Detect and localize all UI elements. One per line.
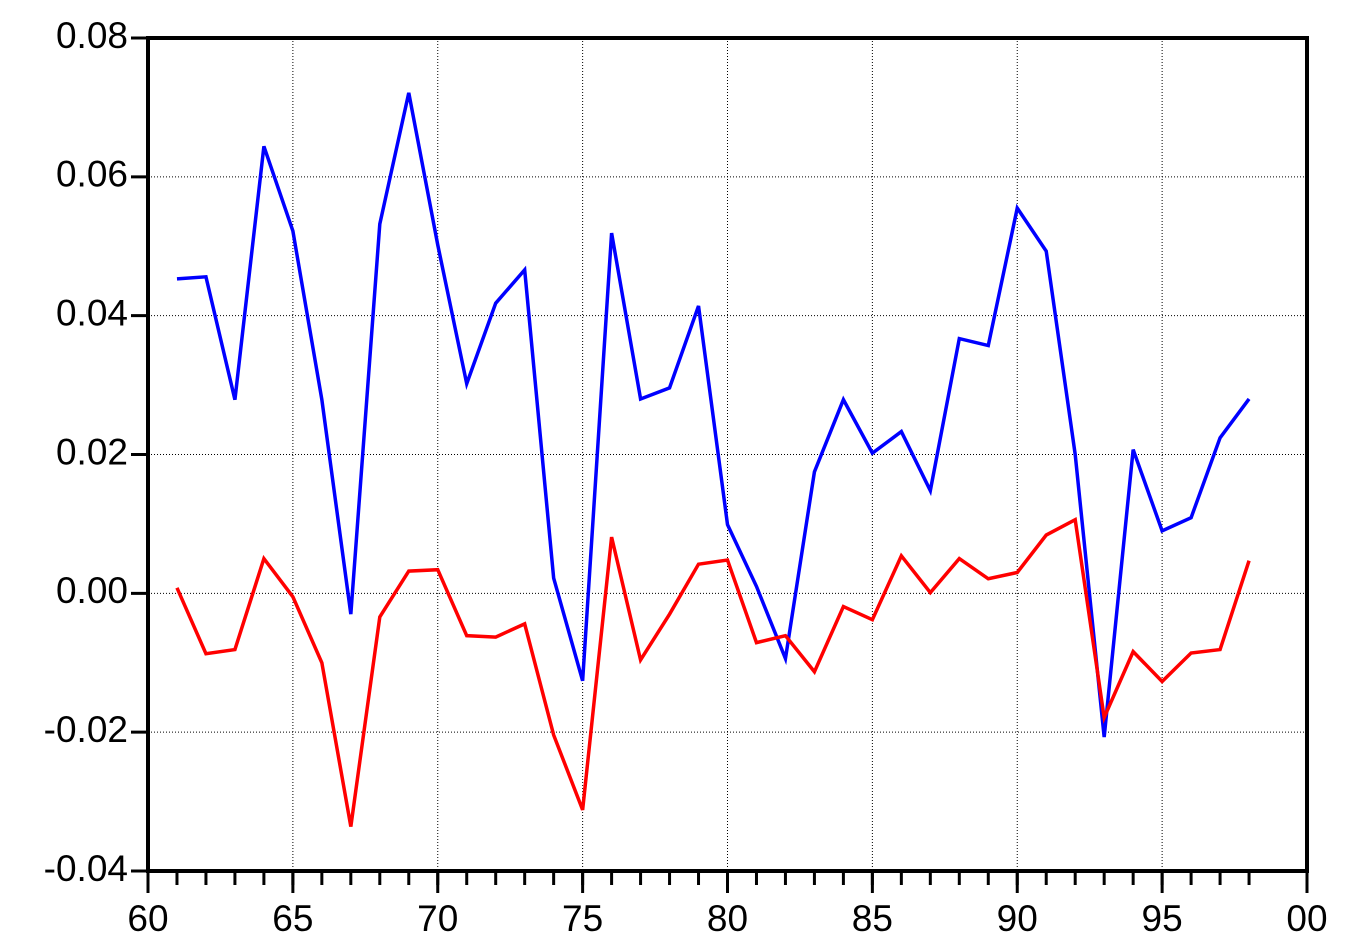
y-tick-label: 0.04: [56, 292, 128, 333]
x-tick-label: 75: [562, 898, 603, 939]
y-tick-label: 0.08: [56, 15, 128, 56]
x-tick-label: 65: [272, 898, 313, 939]
y-tick-label: 0.02: [56, 431, 128, 472]
x-tick-label: 80: [707, 898, 748, 939]
x-tick-label: 90: [997, 898, 1038, 939]
x-tick-label: 70: [417, 898, 458, 939]
y-tick-label: -0.04: [44, 848, 128, 889]
y-tick-label: -0.02: [44, 709, 128, 750]
data-line: [176, 92, 1251, 738]
x-tick-label: 85: [852, 898, 893, 939]
y-tick-label: 0.00: [56, 570, 128, 611]
x-tick-label: 60: [127, 898, 168, 939]
x-tick-label: 95: [1142, 898, 1183, 939]
x-tick-label: 00: [1286, 898, 1327, 939]
data-line: [175, 517, 1251, 827]
y-tick-label: 0.06: [56, 154, 128, 195]
plot-frame: [146, 36, 1309, 873]
